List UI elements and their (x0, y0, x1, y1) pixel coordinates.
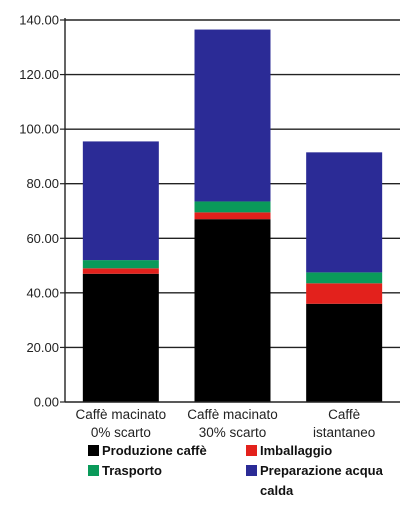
legend-label: Imballaggio (260, 443, 332, 458)
legend-label: calda (260, 483, 294, 498)
legend-label: Produzione caffè (102, 443, 207, 458)
legend: Produzione caffè Imballaggio Trasporto Prep… (88, 443, 384, 498)
bar-segment (306, 152, 383, 273)
legend-label: Preparazione acqua (260, 463, 384, 478)
legend-swatch (246, 445, 257, 456)
y-tick-label: 100.00 (19, 122, 59, 137)
y-tick-label: 40.00 (26, 285, 59, 300)
bar-segment (194, 219, 271, 402)
x-category-label: 0% scarto (91, 425, 151, 440)
legend-swatch (246, 465, 257, 476)
bar-segment (306, 303, 383, 402)
bar-segment (82, 260, 159, 269)
bar-segment (82, 141, 159, 261)
x-category-label: istantaneo (313, 425, 375, 440)
x-category-label: Caffè macinato (187, 407, 278, 422)
bar-segment (82, 268, 159, 274)
legend-swatch (88, 445, 99, 456)
y-tick-labels: 0.00 20.00 40.00 60.00 80.00 100.00 120.00 140.… (19, 13, 59, 410)
x-category-label: 30% scarto (199, 425, 267, 440)
bar-segment (194, 212, 271, 220)
y-tick-label: 80.00 (26, 176, 59, 191)
y-tick-label: 120.00 (19, 67, 59, 82)
bars (82, 29, 383, 402)
x-category-label: Caffè (328, 407, 360, 422)
y-tick-label: 20.00 (26, 340, 59, 355)
bar-segment (306, 283, 383, 304)
y-tick-label: 60.00 (26, 231, 59, 246)
bar-segment (194, 29, 271, 202)
y-tick-label: 140.00 (19, 13, 59, 28)
legend-label: Trasporto (102, 463, 162, 478)
x-category-label: Caffè macinato (76, 407, 167, 422)
legend-swatch (88, 465, 99, 476)
bar-segment (194, 201, 271, 213)
x-category-labels: Caffè macinato 0% scarto Caffè macinato 30%… (76, 407, 376, 440)
bar-segment (306, 272, 383, 284)
axes (60, 18, 400, 403)
y-tick-label: 0.00 (34, 395, 59, 410)
bar-segment (82, 273, 159, 402)
